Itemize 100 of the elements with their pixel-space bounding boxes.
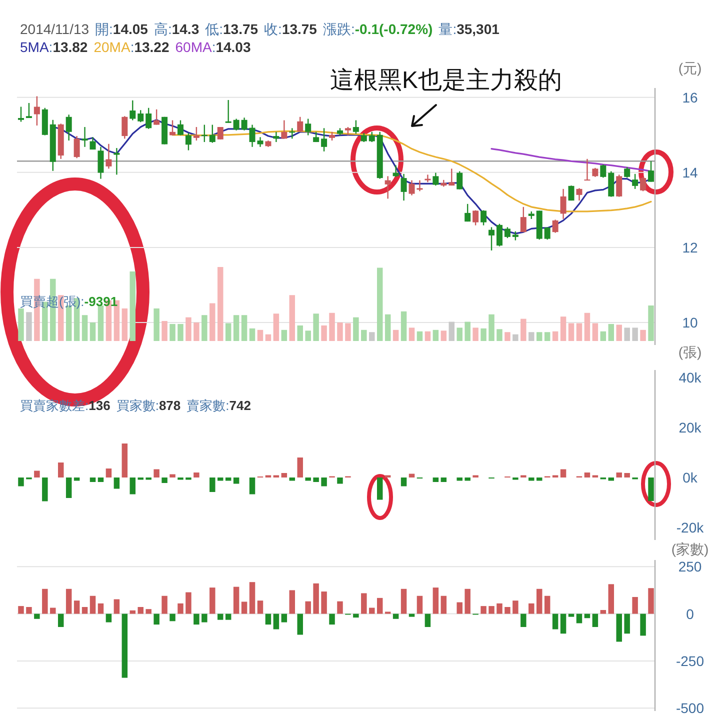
bar [592, 614, 598, 628]
candlestick [368, 131, 375, 143]
bar [130, 478, 136, 494]
bar [440, 330, 447, 341]
bar [456, 328, 462, 341]
bar [257, 600, 264, 614]
bar [345, 323, 351, 341]
bar [138, 607, 144, 614]
candlestick [130, 100, 136, 121]
candlestick [154, 108, 160, 126]
bar [568, 323, 574, 341]
candlestick [114, 147, 120, 176]
bar [90, 478, 96, 482]
candlestick [560, 188, 566, 220]
text: 開:14.05 [95, 21, 148, 37]
bar [194, 614, 200, 625]
candlestick [456, 170, 463, 190]
bar [241, 602, 248, 614]
bar [432, 478, 439, 482]
bar [297, 614, 303, 635]
bar [376, 268, 383, 341]
bar [170, 324, 176, 341]
bar [210, 478, 216, 492]
bar [440, 596, 447, 614]
bar [528, 478, 534, 481]
bar [42, 588, 48, 614]
bar [122, 308, 128, 341]
bar [600, 610, 606, 614]
text: 量:35,301 [438, 21, 500, 37]
bar [329, 614, 335, 625]
candlestick [177, 120, 184, 136]
candlestick [496, 223, 502, 247]
bar [576, 614, 582, 624]
candlestick [480, 210, 487, 226]
bar [536, 588, 542, 614]
bar [568, 614, 574, 617]
bar [217, 614, 224, 620]
bar [18, 606, 24, 614]
bar [480, 606, 486, 614]
y-axis-title: (家數) [671, 541, 709, 557]
bar [58, 614, 64, 628]
bar [464, 478, 470, 481]
bar [640, 614, 646, 636]
text: 2014/11/13 [20, 21, 90, 37]
candlestick [138, 110, 144, 123]
bar [265, 614, 272, 625]
y-tick-label: 10 [682, 314, 698, 330]
bar [289, 478, 296, 481]
candlestick [74, 135, 80, 159]
bar [488, 314, 494, 341]
bar [632, 596, 638, 614]
bar [82, 607, 88, 614]
candlestick [297, 116, 304, 132]
bar [249, 478, 256, 494]
candlestick [640, 176, 646, 192]
bar [297, 325, 303, 341]
bar [504, 332, 510, 341]
bar [194, 322, 200, 341]
bar [544, 596, 550, 614]
bar [576, 323, 582, 341]
candlestick [512, 230, 518, 241]
bar [58, 462, 64, 478]
candlestick [424, 174, 431, 183]
bar [26, 607, 32, 614]
bar [376, 478, 383, 500]
text: 高:14.3 [154, 21, 200, 37]
bar [98, 478, 104, 482]
bar [34, 470, 40, 478]
bar [74, 478, 80, 481]
candlestick [360, 132, 367, 143]
bar [416, 596, 423, 614]
bar [186, 317, 192, 341]
bar [106, 614, 112, 622]
bar [186, 592, 192, 614]
candlestick [648, 160, 654, 182]
candlestick [122, 116, 128, 140]
bar [337, 601, 343, 614]
bar [273, 314, 280, 341]
text: 5MA:13.82 [20, 39, 88, 55]
bar [249, 582, 256, 614]
bar [560, 469, 566, 478]
candlestick [600, 164, 606, 178]
candlestick [568, 184, 574, 202]
bar [257, 330, 264, 341]
annotation: 這根黑K也是主力殺的 [330, 67, 562, 94]
candlestick [448, 168, 455, 186]
bar [106, 468, 112, 478]
bar [313, 314, 319, 341]
bar [464, 588, 470, 614]
candlestick [432, 172, 439, 186]
bar [241, 315, 248, 341]
bar [202, 614, 208, 622]
bar [210, 588, 216, 614]
candlestick [241, 117, 248, 131]
bar [162, 478, 168, 483]
bar [488, 606, 494, 614]
bar [584, 472, 590, 478]
bar [480, 328, 486, 341]
bar [552, 614, 558, 630]
bar [472, 328, 478, 341]
